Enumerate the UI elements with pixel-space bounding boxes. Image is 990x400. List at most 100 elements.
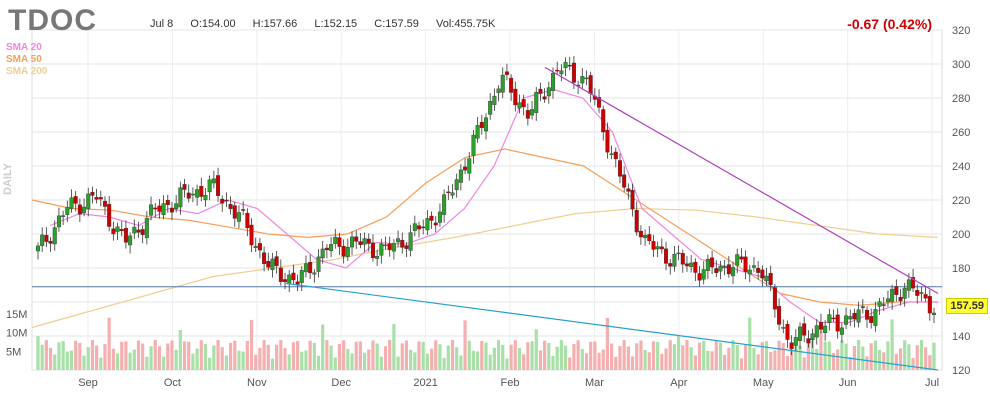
volume-tick-label: 5M [6, 346, 21, 358]
candle-body [919, 292, 924, 294]
volume-bar [563, 345, 568, 370]
volume-bar [228, 342, 233, 370]
volume-bar [241, 351, 245, 370]
volume-bar [919, 340, 924, 370]
volume-bar [710, 351, 714, 370]
volume-bar [505, 358, 509, 370]
candle-body [580, 76, 585, 84]
candle-body [567, 64, 572, 67]
candle-body [877, 301, 882, 307]
volume-bar [831, 352, 836, 370]
candle-body [308, 261, 313, 274]
candle-body [442, 194, 447, 215]
candle-body [848, 316, 853, 320]
candle-body [400, 239, 405, 248]
volume-bar [362, 352, 367, 370]
volume-bar [815, 349, 819, 370]
candle-body [555, 69, 560, 72]
candle-body [609, 153, 614, 155]
volume-bar [794, 340, 798, 370]
candle-body [810, 333, 815, 341]
volume-bar [354, 341, 358, 370]
candle-body [216, 175, 221, 196]
candle-body [509, 77, 514, 93]
volume-bar [739, 358, 744, 370]
candle-body [869, 316, 874, 323]
candle-body [898, 297, 903, 302]
candle-body [630, 189, 635, 210]
candle-body [521, 99, 526, 108]
price-change: -0.67 (0.42%) [847, 16, 932, 32]
volume-bar [572, 343, 576, 370]
volume-bar [643, 349, 647, 370]
candle-body [831, 317, 836, 320]
legend-sma200: SMA 200 [6, 66, 48, 77]
volume-bar [543, 340, 547, 370]
candle-body [764, 275, 769, 282]
candle-body [358, 241, 363, 245]
time-tick-label: Apr [670, 377, 687, 389]
candle-body [169, 207, 174, 213]
candle-body [911, 277, 916, 289]
volume-bar [727, 347, 731, 370]
candle-body [102, 200, 107, 207]
candle-body [756, 267, 761, 273]
lower-trendline [284, 282, 939, 371]
volume-bar [350, 353, 354, 370]
volume-bar [605, 317, 610, 370]
candle-body [643, 234, 648, 239]
volume-bar [153, 340, 157, 370]
candle-body [94, 197, 99, 200]
candle-body [827, 314, 832, 323]
volume-bar [304, 350, 308, 370]
candle-body [739, 256, 744, 260]
volume-bar [852, 346, 857, 370]
candle-body [492, 95, 497, 105]
volume-bar [555, 346, 559, 370]
candle-body [622, 174, 627, 188]
volume-bar [538, 350, 543, 370]
volume-tick-label: 10M [6, 328, 27, 340]
volume-bar [275, 344, 279, 370]
volume-bar [568, 357, 572, 370]
volume-bar [672, 344, 677, 370]
volume-bar [580, 348, 584, 370]
volume-bar [136, 340, 141, 370]
candle-body [504, 71, 509, 75]
volume-bar [459, 355, 463, 370]
candle-body [613, 151, 618, 160]
volume-bar [367, 349, 371, 370]
volume-bar [760, 342, 764, 370]
volume-bar [371, 340, 375, 370]
volume-bar [723, 354, 727, 370]
volume-bar [777, 340, 781, 370]
candle-body [856, 309, 861, 323]
candle-body [421, 226, 426, 229]
time-tick-label: Jul [925, 377, 939, 389]
volume-bar [434, 340, 438, 370]
candle-body [140, 229, 145, 235]
volume-bar [120, 341, 124, 370]
volume-bar [107, 317, 111, 370]
volume-bar [300, 351, 304, 370]
candle-body [467, 158, 472, 174]
candle-body [718, 265, 723, 272]
candle-body [873, 309, 878, 326]
close-value: C:157.59 [374, 18, 419, 30]
volume-bar [656, 341, 660, 370]
candle-body [253, 245, 258, 249]
candle-body [932, 312, 937, 315]
candle-body [768, 272, 773, 285]
volume-bar [287, 354, 291, 370]
candle-body [617, 160, 622, 177]
candle-body [337, 237, 342, 247]
candle-body [211, 178, 216, 184]
sma200-line [31, 207, 939, 329]
candle-body [915, 290, 920, 296]
volume-bar [488, 354, 492, 370]
volume-bar [166, 343, 170, 370]
candle-body [270, 258, 275, 270]
candle-body [48, 240, 53, 244]
volume-bar [630, 356, 635, 370]
